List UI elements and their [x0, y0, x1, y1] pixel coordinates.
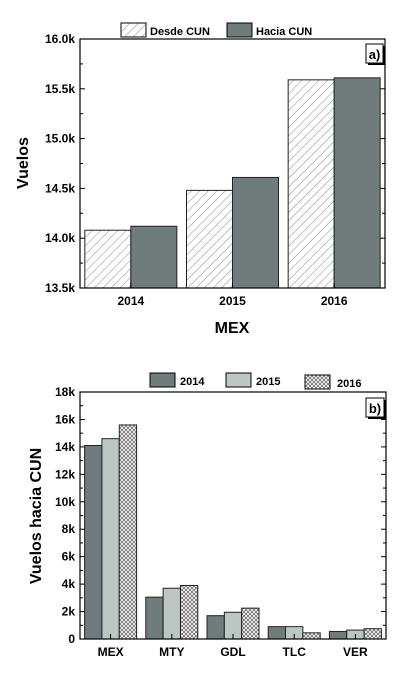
chart-a-y-tick-label-1: 14.0k: [45, 231, 75, 245]
chart-b-y-tick-label-5: 10k: [55, 495, 75, 509]
chart-b-legend-swatch-1: [225, 372, 252, 388]
chart-b-legend-swatch-0: [149, 372, 176, 388]
chart-a-legend-item-0: Desde CUN: [120, 22, 210, 38]
chart-b-y-tick-label-6: 12k: [55, 467, 75, 481]
chart-b-bars: [84, 424, 382, 640]
chart-b-legend-item-1: 2015: [225, 372, 280, 388]
chart-a-y-tick-label-5: 16.0k: [45, 32, 75, 46]
chart-a-legend-swatch-0: [120, 22, 147, 38]
chart-a-legend: Desde CUN Hacia CUN: [120, 22, 312, 38]
chart-a-bars: [84, 77, 381, 289]
chart-a-legend-label-0: Desde CUN: [150, 26, 210, 38]
chart-a-x-tick-label-2: 2016: [321, 294, 348, 308]
chart-a-bar-0-1: [130, 225, 178, 289]
chart-b-legend-label-2: 2016: [337, 378, 361, 390]
chart-b-bar-1-1: [162, 587, 181, 640]
chart-b-bar-4-2: [363, 628, 382, 640]
chart-b-legend-item-2: 2016: [304, 374, 361, 390]
chart-b-legend-label-1: 2015: [256, 376, 280, 388]
chart-b-x-tick-label-0: MEX: [98, 645, 124, 659]
chart-a-panel-label-text: a): [369, 47, 381, 62]
chart-b-panel-label: b): [365, 397, 386, 419]
chart-b-bar-1-2: [179, 584, 199, 640]
chart-a-x-tick-label-0: 2014: [117, 294, 144, 308]
chart-a-x-axis-label: MEX: [215, 320, 250, 337]
chart-b-y-tick-label-1: 2k: [62, 605, 76, 619]
chart-a-bar-2-1: [333, 77, 381, 289]
chart-b-bar-4-0: [328, 630, 348, 640]
chart-b-bar-3-2: [302, 632, 321, 640]
chart-b: 2014 2015 2016 02k4k6k8k10k12k14k16k18k …: [28, 372, 387, 659]
chart-b-x-ticks: MEX MTY GDL TLC VER: [98, 634, 368, 659]
chart-b-legend-item-0: 2014: [149, 372, 205, 388]
chart-b-y-ticks: 0 2k 4k 6k 8k 10k 12k 14k 16k 18k: [55, 385, 386, 646]
chart-a-y-tick-label-0: 13.5k: [45, 281, 75, 295]
chart-a-y-axis-label: Vuelos: [15, 137, 32, 189]
chart-a-legend-item-1: Hacia CUN: [226, 22, 312, 38]
chart-b-y-tick-label-0: 0: [68, 632, 75, 646]
chart-b-panel-label-text: b): [369, 401, 381, 416]
chart-b-bar-2-2: [241, 607, 260, 640]
chart-a-bar-1-0: [186, 189, 233, 289]
chart-a-bar-2-0: [287, 79, 335, 289]
chart-a-legend-swatch-1: [226, 22, 253, 38]
chart-b-y-axis-label: Vuelos hacia CUN: [28, 448, 45, 584]
chart-b-bar-0-0: [84, 445, 103, 640]
chart-a-plot-frame: [79, 38, 386, 289]
chart-a-bar-1-1: [232, 176, 279, 289]
chart-b-bar-3-0: [267, 626, 287, 640]
chart-a: Desde CUN Hacia CUN 13.5k 14.0k 14.5k 15.0k…: [15, 22, 386, 337]
chart-b-y-tick-label-2: 4k: [62, 577, 76, 591]
chart-b-plot-frame: [79, 391, 387, 640]
chart-a-x-tick-label-1: 2015: [219, 294, 246, 308]
chart-b-legend-label-0: 2014: [180, 376, 205, 388]
chart-b-y-tick-label-3: 6k: [62, 550, 76, 564]
chart-b-x-tick-label-4: VER: [343, 645, 368, 659]
chart-b-y-tick-label-9: 18k: [55, 385, 75, 399]
chart-a-x-ticks: 2014 2015 2016: [117, 283, 348, 308]
chart-b-legend: 2014 2015 2016: [149, 372, 361, 390]
chart-a-y-tick-label-4: 15.5k: [45, 82, 75, 96]
chart-a-panel-label: a): [365, 43, 385, 65]
chart-b-bar-0-2: [118, 424, 138, 640]
chart-b-bar-2-0: [206, 615, 225, 640]
chart-b-x-tick-label-1: MTY: [159, 645, 184, 659]
chart-a-y-tick-label-2: 14.5k: [45, 181, 75, 195]
chart-a-bar-0-0: [84, 229, 132, 289]
chart-a-y-tick-label-3: 15.0k: [45, 132, 75, 146]
chart-a-legend-label-1: Hacia CUN: [256, 26, 312, 38]
chart-b-x-tick-label-2: GDL: [220, 645, 245, 659]
chart-b-x-tick-label-3: TLC: [283, 645, 307, 659]
chart-b-y-tick-label-4: 8k: [62, 522, 76, 536]
chart-b-bar-0-1: [101, 438, 120, 640]
chart-b-y-tick-label-7: 14k: [55, 440, 75, 454]
chart-b-legend-swatch-2: [304, 374, 331, 390]
chart-b-bar-1-0: [145, 596, 164, 640]
chart-b-y-tick-label-8: 16k: [55, 412, 75, 426]
chart-a-y-ticks: 13.5k 14.0k 14.5k 15.0k 15.5k 16.0k: [45, 32, 385, 295]
